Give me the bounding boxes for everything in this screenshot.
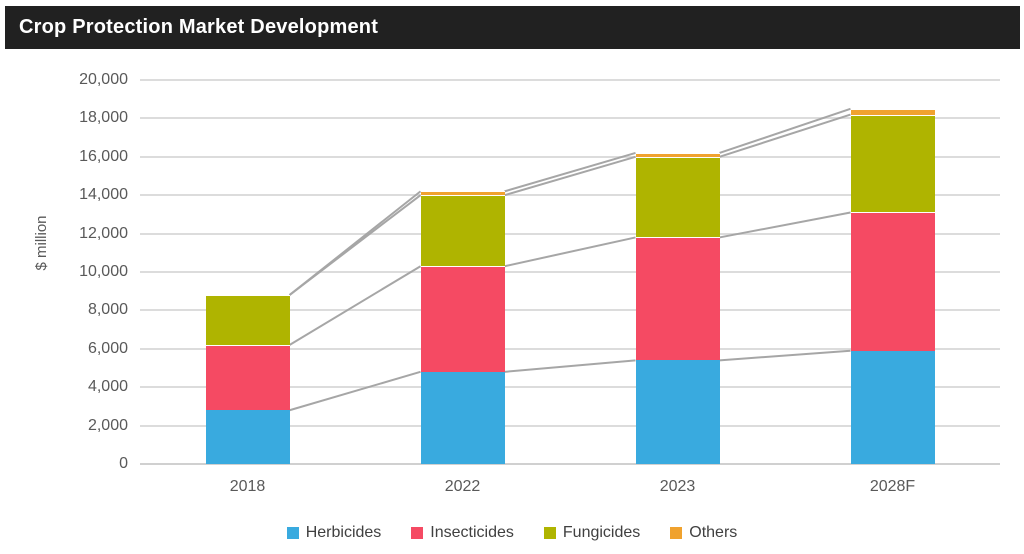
x-axis-label-2023: 2023 (659, 478, 696, 495)
y-tick-label: 0 (119, 455, 128, 472)
y-tick-label: 20,000 (79, 71, 128, 88)
x-axis-label-2018: 2018 (229, 478, 266, 495)
connector-line-herbicides (504, 359, 636, 373)
connector-line-herbicides (719, 349, 851, 362)
legend-label: Fungicides (562, 524, 641, 541)
y-tick-label: 8,000 (87, 301, 128, 319)
legend-item-herbicides: Herbicides (286, 524, 382, 542)
bar-segment-others-2023 (635, 152, 720, 157)
bar-segment-fungicides-2022 (420, 195, 505, 267)
legend-swatch-others (670, 527, 683, 539)
legend-label: Insecticides (430, 524, 514, 541)
legend-item-insecticides: Insecticides (411, 524, 514, 542)
connector-line-others (719, 107, 851, 154)
bar-segment-others-2028f (850, 108, 935, 115)
bar-segment-herbicides-2028f (850, 350, 935, 464)
y-tick-label: 12,000 (79, 224, 128, 242)
bar-segment-insecticides-2022 (420, 266, 505, 372)
bar-segment-fungicides-2023 (635, 156, 720, 238)
y-tick-label: 14,000 (79, 186, 128, 204)
y-tick-label: 10,000 (79, 263, 128, 280)
legend-item-fungicides: Fungicides (543, 524, 641, 542)
bar-segment-fungicides-2028f (850, 114, 935, 213)
bar-segment-insecticides-2023 (635, 237, 720, 361)
connector-line-insecticides (288, 265, 422, 346)
connector-line-others (288, 190, 422, 296)
legend-label: Herbicides (305, 524, 382, 541)
bar-segment-insecticides-2028f (850, 212, 935, 351)
gridline (140, 232, 1000, 235)
bar-segment-others-2022 (420, 191, 505, 196)
gridline (140, 117, 1000, 120)
y-tick-label: 4,000 (87, 378, 128, 396)
x-axis-label-2028f: 2028F (869, 478, 916, 495)
legend-item-others: Others (670, 524, 737, 542)
legend-swatch-herbicides (286, 527, 299, 539)
legend-label: Others (689, 524, 738, 541)
bar-segment-herbicides-2018 (205, 410, 290, 464)
bar-segment-herbicides-2022 (420, 371, 505, 464)
y-tick-label: 6,000 (87, 339, 128, 357)
bar-segment-fungicides-2018 (205, 295, 290, 345)
connector-line-insecticides (504, 236, 636, 268)
y-tick-label: 16,000 (79, 147, 128, 165)
connector-line-fungicides (288, 194, 422, 296)
gridline (140, 347, 1000, 350)
gridline (140, 309, 1000, 312)
legend-swatch-insecticides (411, 527, 424, 539)
chart-title-bar: Crop Protection Market Development (5, 6, 1020, 49)
x-axis-line (140, 463, 1000, 465)
y-tick-label: 2,000 (87, 416, 128, 434)
gridline (140, 271, 1000, 273)
connector-line-fungicides (719, 113, 851, 158)
connector-line-others (504, 152, 636, 193)
legend-swatch-fungicides (543, 527, 556, 539)
y-tick-label: 18,000 (79, 109, 128, 127)
bar-segment-herbicides-2023 (635, 360, 720, 464)
y-axis-title: $ million (33, 215, 51, 271)
chart-title: Crop Protection Market Development (19, 16, 379, 38)
bar-segment-insecticides-2018 (205, 344, 290, 411)
x-axis-label-2022: 2022 (444, 478, 481, 495)
gridline (140, 79, 1000, 81)
connector-line-herbicides (289, 370, 421, 412)
chart-legend: Herbicides Insecticides Fungicides Others (0, 524, 1024, 542)
gridline (140, 386, 1000, 389)
gridline (140, 424, 1000, 427)
connector-line-fungicides (504, 155, 636, 197)
